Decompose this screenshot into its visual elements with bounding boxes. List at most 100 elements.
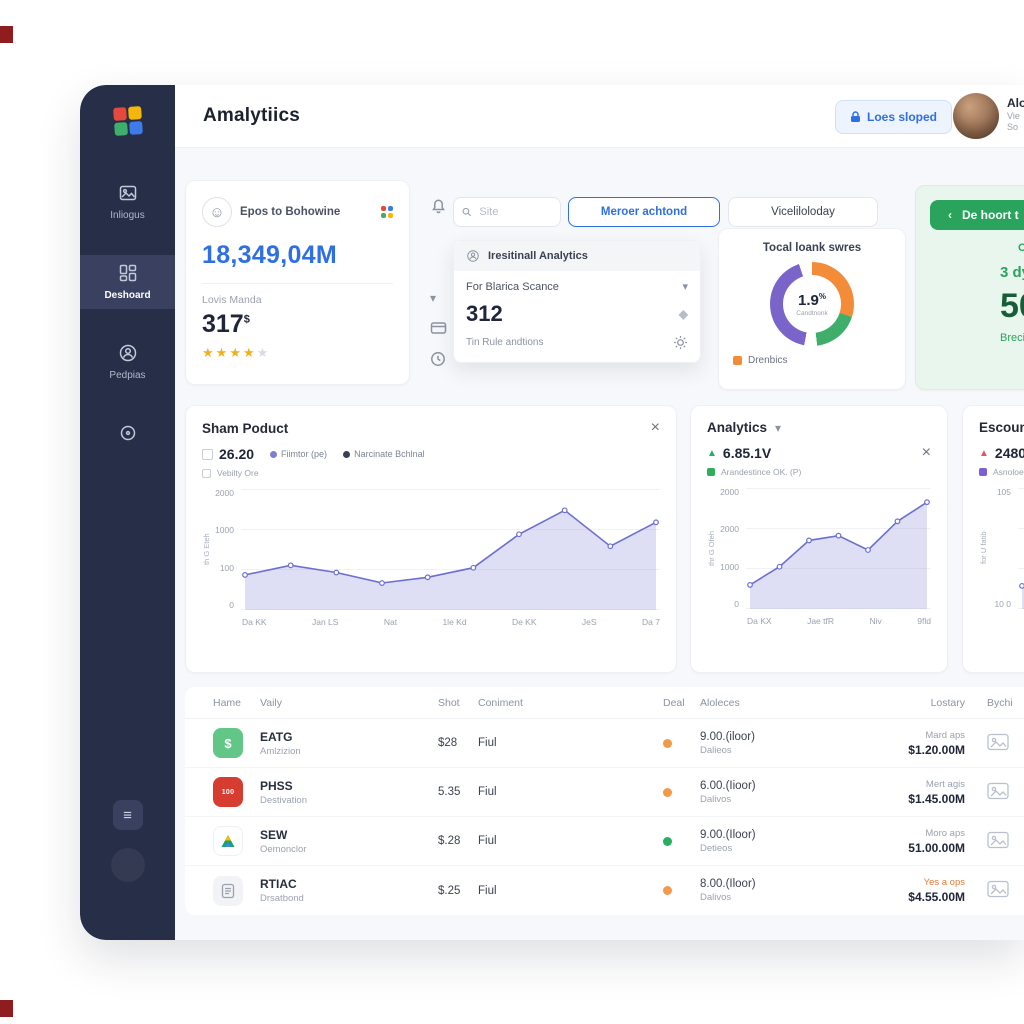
legend-dot [270,450,278,458]
chart-card-sham-poduct: Sham Poduct × 26.20 Fiimtor (pe) Narcina… [185,405,677,673]
primary-action-button[interactable]: Meroer achtond [568,197,720,227]
col-header: Aloleces [700,696,740,709]
card-icon[interactable] [430,321,447,340]
table-row[interactable]: SEW Oemonclor $.28 Fiul 9.00.(Iloor) Det… [185,817,1024,866]
corner-artifact [0,1000,13,1017]
star-icon: ★ [202,345,216,360]
star-icon: ★ [215,345,230,360]
diamond-icon: ◆ [678,307,688,321]
drive-triangle-icon [213,826,243,856]
user-name: Alo [1007,96,1024,110]
secondary-action-button[interactable]: Viceliloloday [728,197,878,227]
col-header: Lostary [930,696,965,709]
bell-icon[interactable] [430,197,447,220]
row-shot: $.25 [438,884,461,897]
dropdown-option[interactable]: For Blarica Scance ▾ [454,271,700,297]
search-icon [462,207,472,217]
row-coniment: Fiul [478,884,497,897]
row-name: PHSS [260,778,293,793]
col-header: Vaily [260,696,282,709]
dropdown-header-label: Iresitinall Analytics [488,250,588,262]
table-row[interactable]: RTIAC Drsatbond $.25 Fiul 8.00.(Iloor) D… [185,866,1024,915]
promo-button-label: De hoort t [962,208,1019,222]
chart-title: Escount [979,420,1024,435]
sidebar-item-label: Pedpias [109,370,146,381]
sidebar-item-inliogus[interactable]: Inliogus [80,175,175,229]
row-lostary: 51.00.00M [908,840,965,855]
row-shot: 5.35 [438,786,461,798]
row-lostary: $4.55.00M [908,890,965,904]
chart-title: Analytics [707,420,768,435]
chevron-down-icon[interactable]: ▾ [430,291,437,305]
promo-line4: Brecin [1000,332,1024,344]
search-box [453,197,561,227]
chart-card-analytics: Analytics ▾ ▲ 6.85.1V × Arandestince OK.… [690,405,948,673]
sidebar-item-deshoard[interactable]: Deshoard [80,255,175,309]
top-header: Amalytiics Loes sloped Alo Vie So [175,85,1024,148]
star-icon: ★ [256,345,271,360]
y-axis-label: for U fatib [979,531,988,565]
sidebar-item-extra[interactable] [80,415,175,451]
col-header: Bychi [987,696,1013,709]
app-logo-icon [112,106,143,136]
row-aloleces: 9.00.(iloor) [700,730,755,743]
colorful-badge-icon [381,206,393,218]
promo-button[interactable]: ‹ De hoort t [930,200,1024,230]
legend-item: Fiimtor (pe) [270,449,327,459]
row-lostary: $1.20.00M [908,742,965,757]
app-window: Inliogus Deshoard Pedpias [80,85,1024,940]
area-chart-svg [747,499,930,609]
col-header: Deal [663,696,685,709]
ring-icon [120,425,135,441]
y-axis-ticks: 2000 1000 100 0 [215,488,234,610]
gauge-center: 1.9% Candtnonk [796,291,828,317]
row-lostary-sub: Yes a ops [923,877,965,888]
lock-status-button[interactable]: Loes sloped [835,100,953,134]
status-dot [663,738,672,748]
chart-title: Sham Poduct [202,420,289,436]
dropdown-footer: Tin Rule andtions [454,331,700,362]
col-header: Hame [213,696,242,709]
search-input[interactable] [477,205,552,219]
promo-line2: 3 dys [1000,264,1024,281]
table-row[interactable]: $ EATG Amlzizion $28 Fiul 9.00.(iloor) D… [185,719,1024,768]
sidebar-menu-button[interactable]: ≡ [112,800,143,830]
thumbnail-icon [965,782,1024,803]
x-axis-ticks: Da KK Jan LS Nat 1le Kd De KK JeS Da 7 [242,617,660,627]
table-header-row: Hame Vaily Shot Coniment Deal Aloleces L… [185,687,1024,719]
gauge-legend-label: Drenbics [748,355,788,366]
table-row[interactable]: 100 PHSS Destivation 5.35 Fiul 6.00.(Iio… [185,768,1024,817]
stats-big-value: 18,349,04M [202,241,338,269]
checkbox[interactable] [202,448,213,460]
rating-stars: ★★★★★ [202,345,393,361]
row-name: RTIAC [260,877,297,891]
area-chart [746,487,931,609]
arrow-up-icon: ▲ [707,447,717,459]
gear-icon[interactable] [673,335,688,350]
row-aloleces: 8.00.(Iloor) [700,878,756,890]
row-lostary: $1.45.00M [908,791,965,806]
dropdown-value: 312 [466,301,503,326]
sidebar-item-label: Deshoard [104,290,151,301]
sidebar-item-pedpias[interactable]: Pedpias [80,335,175,389]
menu-icon: ≡ [123,806,132,824]
legend-swatch [979,468,987,476]
thumbnail-icon [965,831,1024,852]
user-subline: Vie [1007,111,1020,121]
y-axis-ticks: 105 10 0 [994,487,1011,609]
star-icon: ★ [229,345,243,360]
user-avatar[interactable] [953,93,999,139]
row-coniment: Fiul [478,786,497,798]
clock-icon[interactable] [430,351,446,372]
row-shot: $28 [438,737,458,749]
sidebar-ghost-circle [110,848,145,882]
close-icon[interactable]: × [921,444,931,461]
gauge-title: Tocal loank swres [762,242,862,254]
close-icon[interactable]: × [650,419,660,436]
status-dot [663,836,672,846]
smiley-icon: ☺ [202,197,232,227]
checkbox[interactable] [202,468,211,478]
stats-sub-label: Lovis Manda [202,294,262,306]
chart-card-escount: Escount ▲ 2480 Asnoloe for U fatib 10510… [962,405,1024,673]
chevron-down-icon[interactable]: ▾ [775,420,782,435]
